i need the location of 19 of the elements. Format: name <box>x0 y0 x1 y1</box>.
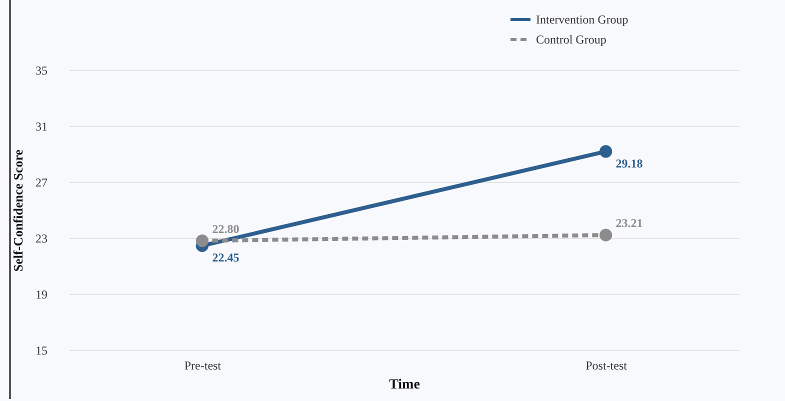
point <box>196 234 209 248</box>
y-tick-label: 23 <box>36 232 48 246</box>
y-axis-title: Self-Confidence Score <box>10 149 26 272</box>
y-tick-label: 27 <box>36 176 48 190</box>
y-tick-label: 35 <box>36 64 48 78</box>
point <box>599 145 612 158</box>
data-label: 23.21 <box>616 216 643 230</box>
data-label: 22.45 <box>212 250 240 265</box>
legend-label: Intervention Group <box>536 12 628 26</box>
x-tick-label: Pre-test <box>184 358 222 372</box>
y-tick-label: 15 <box>36 344 48 358</box>
y-tick-label: 19 <box>36 288 48 302</box>
data-label: 22.80 <box>212 222 240 236</box>
y-tick-label: 31 <box>36 120 48 134</box>
legend-label: Control Group <box>536 32 606 46</box>
x-axis-title: Time <box>389 378 420 392</box>
x-tick-label: Post-test <box>586 358 628 372</box>
point <box>599 228 612 242</box>
data-label: 29.18 <box>616 156 643 170</box>
